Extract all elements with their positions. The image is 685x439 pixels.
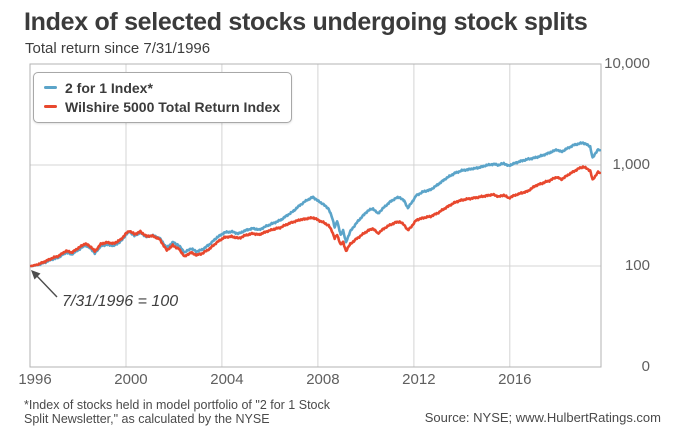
annotation-label: 7/31/1996 = 100 bbox=[62, 293, 179, 310]
legend-item: 2 for 1 Index* bbox=[44, 78, 280, 97]
legend-item: Wilshire 5000 Total Return Index bbox=[44, 97, 280, 116]
annotation-arrow bbox=[31, 270, 58, 298]
blue-legend-swatch bbox=[44, 85, 57, 90]
footnote-line-2: Split Newsletter," as calculated by the … bbox=[24, 412, 270, 426]
legend-label: Wilshire 5000 Total Return Index bbox=[65, 98, 281, 115]
source-label: Source: NYSE; www.HulbertRatings.com bbox=[424, 410, 661, 425]
series-line-2-for-1-index bbox=[29, 141, 602, 268]
series-line-wilshire-5000 bbox=[29, 165, 602, 268]
y-axis-tick-label: 0 bbox=[641, 358, 650, 375]
red-legend-swatch bbox=[44, 104, 57, 109]
x-axis-tick-label: 2004 bbox=[210, 371, 244, 388]
y-axis-tick-label: 1,000 bbox=[612, 156, 650, 173]
y-axis-tick-label: 10,000 bbox=[604, 55, 650, 72]
y-axis-tick-label: 100 bbox=[624, 257, 650, 274]
x-axis-tick-label: 2012 bbox=[402, 371, 436, 388]
series-lines bbox=[29, 141, 602, 268]
footnote-line-1: *Index of stocks held in model portfolio… bbox=[24, 398, 330, 412]
x-axis-tick-label: 2016 bbox=[498, 371, 532, 388]
x-axis-tick-label: 2000 bbox=[114, 371, 148, 388]
legend: 2 for 1 Index* Wilshire 5000 Total Return… bbox=[33, 72, 293, 123]
legend-label: 2 for 1 Index* bbox=[65, 79, 153, 96]
x-axis-tick-label: 1996 bbox=[18, 371, 52, 388]
x-axis-tick-label: 2008 bbox=[306, 371, 340, 388]
plot-border bbox=[29, 63, 602, 368]
chart-subtitle: Total return since 7/31/1996 bbox=[25, 40, 211, 57]
chart-title: Index of selected stocks undergoing stoc… bbox=[24, 8, 588, 36]
